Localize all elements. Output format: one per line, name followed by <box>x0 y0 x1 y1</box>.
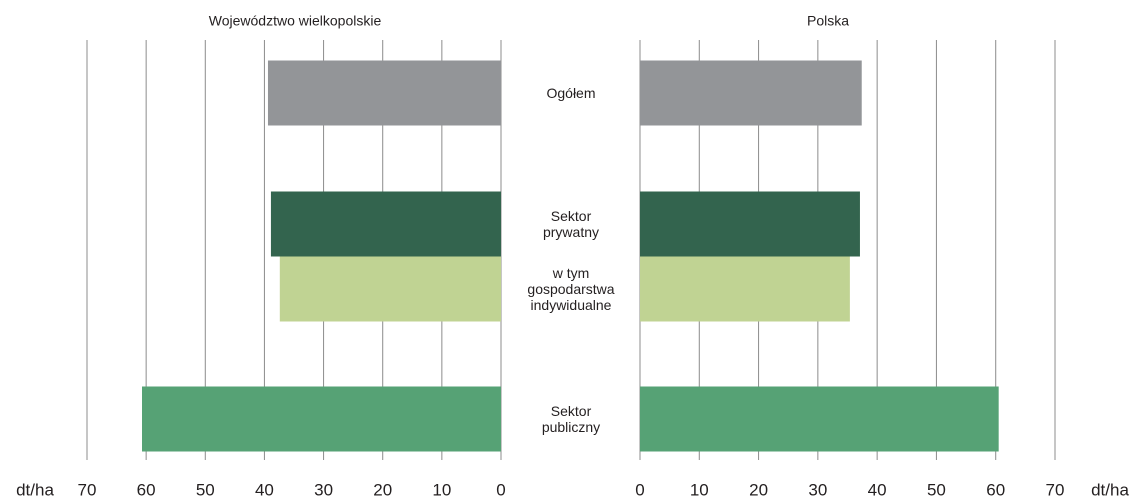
x-tick-label: 30 <box>808 480 827 499</box>
x-tick-label: 0 <box>496 480 505 499</box>
category-label: Sektor prywatny <box>542 208 600 240</box>
bar <box>640 386 999 452</box>
bar <box>640 191 860 257</box>
category-label: w tym gospodarstwa indywidualne <box>527 265 615 313</box>
bar <box>279 256 501 322</box>
x-tick-label: 20 <box>749 480 768 499</box>
x-tick-label: 60 <box>137 480 156 499</box>
bar <box>640 60 862 126</box>
x-tick-label: 20 <box>373 480 392 499</box>
x-axis-label: dt/ha <box>16 480 54 499</box>
bar <box>267 60 501 126</box>
x-tick-label: 40 <box>255 480 274 499</box>
x-tick-label: 70 <box>78 480 97 499</box>
x-tick-label: 40 <box>868 480 887 499</box>
bar <box>270 191 501 257</box>
x-tick-label: 50 <box>927 480 946 499</box>
category-label: Ogółem <box>546 85 596 101</box>
x-tick-label: 60 <box>986 480 1005 499</box>
x-tick-label: 10 <box>690 480 709 499</box>
panel-title: Polska <box>807 13 849 29</box>
x-axis-label: dt/ha <box>1091 480 1129 499</box>
x-tick-label: 10 <box>432 480 451 499</box>
x-tick-label: 0 <box>635 480 644 499</box>
x-tick-label: 30 <box>314 480 333 499</box>
bar <box>640 256 850 322</box>
x-tick-label: 70 <box>1046 480 1065 499</box>
bar <box>142 386 501 452</box>
x-tick-label: 50 <box>196 480 215 499</box>
category-label: Sektor publiczny <box>541 403 601 435</box>
panel-title: Województwo wielkopolskie <box>209 13 382 29</box>
